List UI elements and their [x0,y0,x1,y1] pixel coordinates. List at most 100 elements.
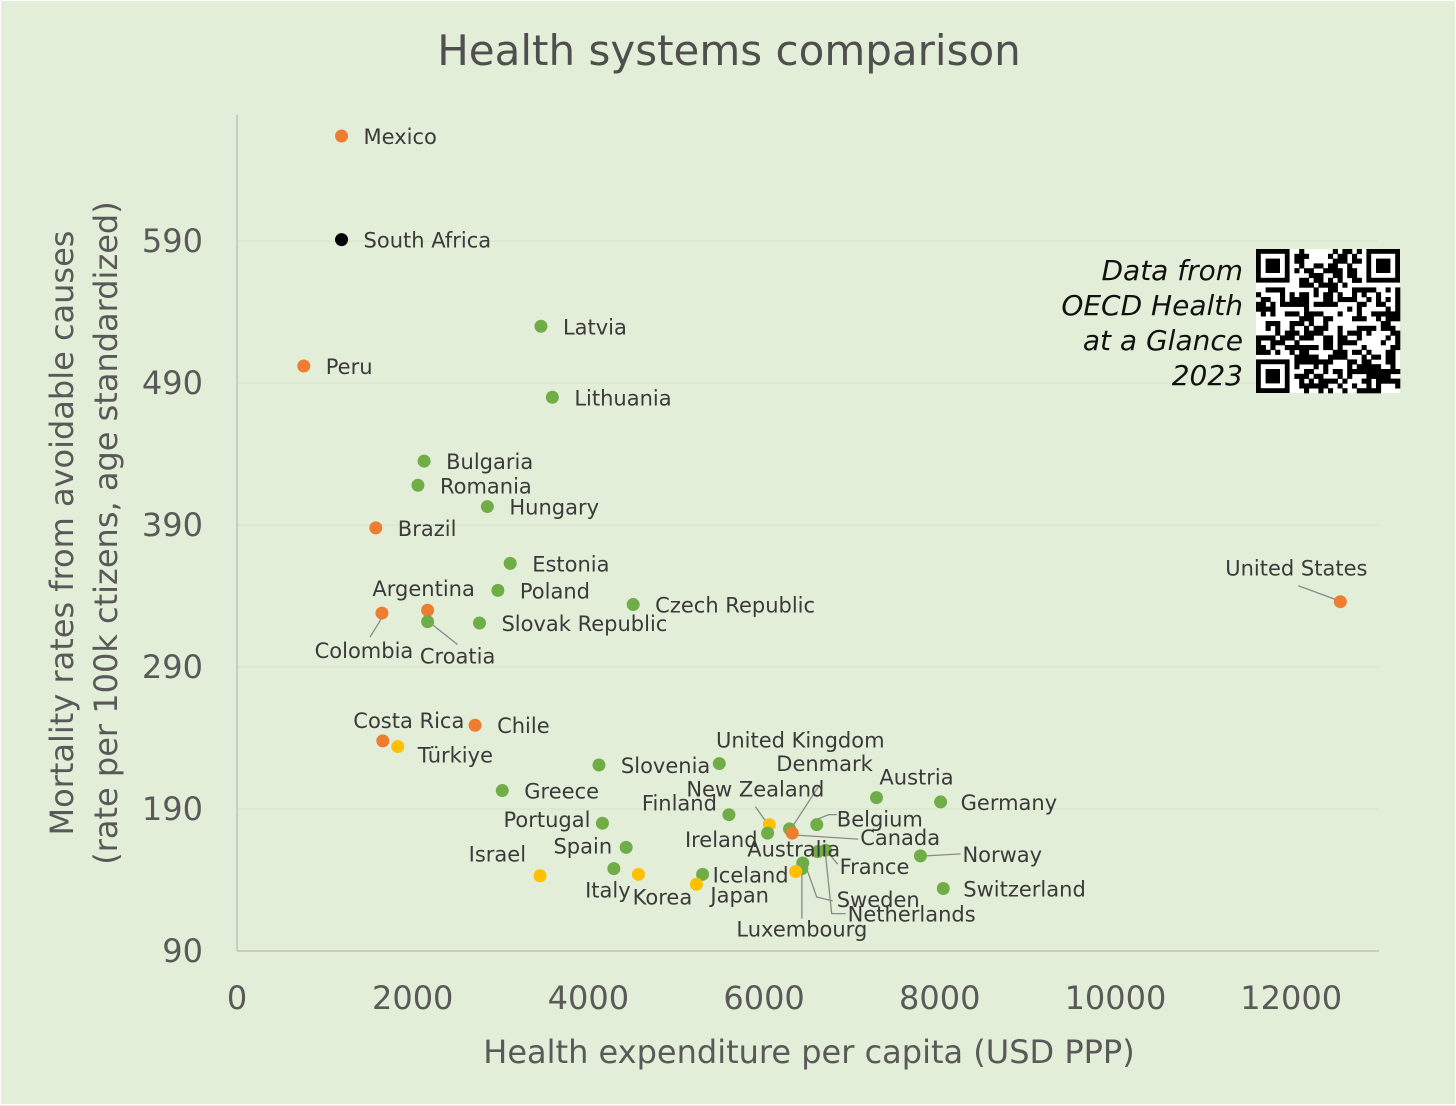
point-italy [607,862,621,876]
qr-module [1352,340,1358,346]
y-tick-90: 90 [162,932,203,970]
point-greece [495,784,509,798]
point-lithuania [545,390,559,404]
qr-module [1390,316,1396,322]
point-canada [785,826,799,840]
label-united-kingdom: United Kingdom [716,729,885,753]
qr-module [1356,335,1362,341]
label-germany: Germany [961,791,1058,815]
label-belgium: Belgium [837,808,923,832]
qr-module [1304,282,1310,288]
point-peru [297,359,311,373]
qr-module [1366,325,1372,331]
qr-module [1366,359,1372,365]
qr-module [1304,301,1310,307]
qr-module [1304,253,1310,259]
qr-module [1304,345,1310,351]
qr-module [1376,383,1382,389]
qr-module [1385,311,1391,317]
qr-module [1342,388,1348,394]
label-denmark: Denmark [776,752,873,776]
qr-module [1376,364,1382,370]
qr-module [1299,321,1305,327]
label-netherlands: Netherlands [848,903,976,927]
label-canada: Canada [860,826,940,850]
point-mexico [335,129,349,143]
qr-module [1390,325,1396,331]
qr-module [1356,330,1362,336]
qr-module [1385,373,1391,379]
qr-module [1376,311,1382,317]
qr-module [1342,378,1348,384]
qr-module [1313,325,1319,331]
qr-module [1352,268,1358,274]
qr-module [1385,306,1391,312]
qr-module [1289,330,1295,336]
qr-module [1289,345,1295,351]
qr-module [1304,277,1310,283]
qr-module [1366,349,1372,355]
label-hungary: Hungary [509,496,599,520]
qr-module [1347,369,1353,375]
qr-module [1395,335,1401,341]
label-romania: Romania [440,474,532,498]
qr-module [1395,301,1401,307]
qr-module [1304,297,1310,303]
label-japan: Japan [708,883,769,907]
point-switzerland [936,882,950,896]
qr-module [1304,359,1310,365]
qr-module [1361,345,1367,351]
qr-module [1361,316,1367,322]
qr-module [1318,373,1324,379]
qr-module [1270,306,1276,312]
qr-module [1289,301,1295,307]
qr-module [1313,373,1319,379]
qr-module [1304,316,1310,322]
qr-module [1347,263,1353,269]
qr-module [1347,306,1353,312]
point-slovenia [592,758,606,772]
qr-module [1352,369,1358,375]
qr-module [1376,297,1382,303]
qr-module [1260,297,1266,303]
qr-module [1361,325,1367,331]
qr-module [1323,321,1329,327]
qr-module [1328,316,1334,322]
qr-module [1270,335,1276,341]
label-slovenia: Slovenia [621,754,710,778]
qr-module [1361,354,1367,360]
qr-module [1356,388,1362,394]
qr-finder-inner [1265,369,1280,384]
point-argentina [421,603,435,617]
qr-module [1380,340,1386,346]
qr-module [1390,369,1396,375]
label-slovak-republic: Slovak Republic [501,612,667,636]
qr-module [1361,287,1367,293]
qr-module [1265,306,1271,312]
label-spain: Spain [553,834,612,858]
qr-module [1332,349,1338,355]
label-france: France [840,855,910,879]
qr-module [1395,369,1401,375]
qr-module [1318,330,1324,336]
point-united-states [1333,595,1347,609]
qr-module [1256,335,1262,341]
qr-module [1376,316,1382,322]
qr-module [1299,301,1305,307]
qr-module [1352,297,1358,303]
qr-module [1313,277,1319,283]
qr-module [1260,306,1266,312]
qr-module [1337,340,1343,346]
qr-module [1337,345,1343,351]
qr-module [1260,311,1266,317]
qr-module [1294,258,1300,264]
qr-module [1318,359,1324,365]
y-tick-590: 590 [142,222,203,260]
qr-module [1361,388,1367,394]
label-mexico: Mexico [364,125,437,149]
qr-module [1328,388,1334,394]
qr-module [1337,253,1343,259]
qr-module [1328,287,1334,293]
qr-module [1256,292,1262,298]
label-norway: Norway [962,843,1042,867]
